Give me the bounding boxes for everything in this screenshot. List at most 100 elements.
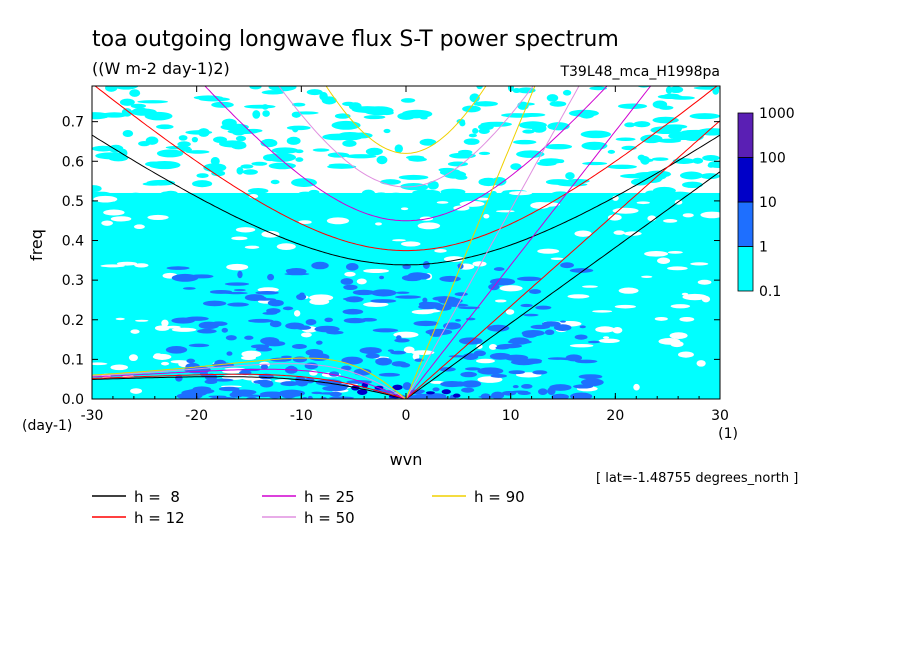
- shade-patch: [198, 97, 230, 102]
- shade-patch: [156, 124, 174, 130]
- y-axis-ticks: 0.0 0.1 0.2 0.3 0.4 0.5 0.6 0.7: [62, 115, 720, 408]
- shade-gap: [499, 285, 523, 292]
- shade-gap: [103, 209, 125, 216]
- shade-patch-high: [378, 372, 401, 377]
- shade-gap: [326, 217, 350, 225]
- shade-patch: [331, 120, 361, 130]
- shade-patch-high: [259, 380, 274, 388]
- shade-patch-peak: [425, 391, 435, 395]
- shade-patch: [645, 190, 658, 197]
- shade-gap: [226, 263, 249, 271]
- shade-patch: [268, 162, 296, 170]
- shade-patch-high: [284, 272, 310, 276]
- shade-patch: [219, 140, 246, 148]
- shade-patch: [220, 123, 249, 131]
- shade-patch: [640, 155, 650, 165]
- shade-gap: [134, 263, 149, 268]
- shade-patch-high: [224, 282, 250, 286]
- kelvin-curve-3: [405, 86, 580, 399]
- shade-gap: [667, 266, 688, 271]
- shade-patch: [130, 103, 147, 109]
- shade-patch-high: [186, 358, 196, 364]
- shade-patch-high: [560, 320, 566, 323]
- shade-patch-high: [189, 274, 214, 279]
- shade-patch: [270, 179, 280, 185]
- shade-patch-high: [218, 386, 240, 392]
- y-tick-label: 0.7: [62, 115, 84, 131]
- shade-patch: [286, 125, 311, 131]
- shade-gap: [130, 329, 140, 334]
- shade-patch: [363, 115, 386, 120]
- shade-patch-high: [311, 391, 323, 395]
- kelvin-curve-0: [405, 171, 720, 399]
- shade-patch: [252, 110, 261, 119]
- shade-gap: [110, 216, 132, 222]
- colorbar-swatch: [737, 201, 754, 247]
- shade-patch: [480, 121, 512, 127]
- shade-patch: [192, 180, 213, 188]
- shade-patch-high: [395, 291, 410, 294]
- colorbar-label: 1: [759, 240, 768, 256]
- shade-gap: [574, 230, 592, 237]
- shade-gap: [436, 201, 449, 204]
- legend-label: h = 25: [304, 488, 355, 506]
- shade-patch-high: [538, 388, 548, 395]
- y-tick-label: 0.0: [62, 392, 84, 408]
- shade-patch-high: [394, 338, 410, 343]
- shade-patch: [702, 155, 720, 161]
- ig-curve-3: [278, 86, 534, 188]
- shade-gap: [235, 227, 256, 233]
- shade-gap: [618, 287, 639, 294]
- shade-patch: [400, 98, 416, 103]
- shade-patch-high: [477, 367, 504, 375]
- shade-gap: [598, 338, 620, 344]
- shade-patch: [669, 96, 695, 100]
- shade-gap: [700, 211, 720, 219]
- shade-patch: [228, 196, 246, 203]
- shade-patch: [293, 111, 319, 115]
- shade-patch-high: [166, 266, 190, 270]
- shade-gap: [110, 364, 129, 371]
- rossby-curve-0: [92, 376, 407, 399]
- ig-curve-1: [94, 86, 718, 252]
- shade-patch-high: [262, 311, 278, 315]
- shade-patch-high: [182, 287, 196, 290]
- chart-title: toa outgoing longwave flux S-T power spe…: [92, 27, 619, 52]
- shade-patch-high: [521, 383, 533, 389]
- shade-gap: [488, 344, 498, 350]
- shade-gap: [171, 327, 197, 332]
- shade-gap: [133, 224, 145, 229]
- shade-patch-high: [432, 387, 440, 392]
- shade-patch-high: [489, 278, 516, 286]
- shade-gap: [657, 257, 671, 264]
- shade-patch-high: [359, 347, 382, 355]
- shade-patch-high: [490, 374, 507, 378]
- shade-gap: [344, 271, 356, 277]
- shade-patch-high: [387, 349, 394, 352]
- shade-patch: [327, 152, 350, 158]
- shade-gap: [93, 195, 118, 203]
- shade-gap: [644, 251, 669, 257]
- shade-patch-high: [547, 357, 568, 360]
- shade-patch-peak: [441, 389, 451, 395]
- shade-gap: [276, 243, 296, 250]
- shade-patch: [549, 101, 567, 107]
- shade-patch: [472, 128, 479, 134]
- shade-patch-high: [260, 364, 269, 370]
- shade-gap: [417, 222, 441, 230]
- shade-gap: [582, 285, 598, 288]
- kelvin-curve-1: [405, 120, 720, 399]
- shade-patch: [438, 167, 456, 173]
- shade-patch: [652, 100, 668, 109]
- x-tick-label: 10: [502, 408, 520, 424]
- shade-patch: [306, 89, 323, 96]
- shade-patch: [707, 163, 715, 168]
- shade-patch: [672, 158, 695, 164]
- shade-patch: [546, 94, 559, 102]
- shade-patch-high: [233, 288, 246, 292]
- shade-patch-high: [237, 270, 243, 279]
- shade-patch: [700, 173, 720, 180]
- shade-patch-high: [370, 289, 397, 297]
- rossby-curve-3: [92, 363, 407, 399]
- shade-gap: [670, 340, 684, 348]
